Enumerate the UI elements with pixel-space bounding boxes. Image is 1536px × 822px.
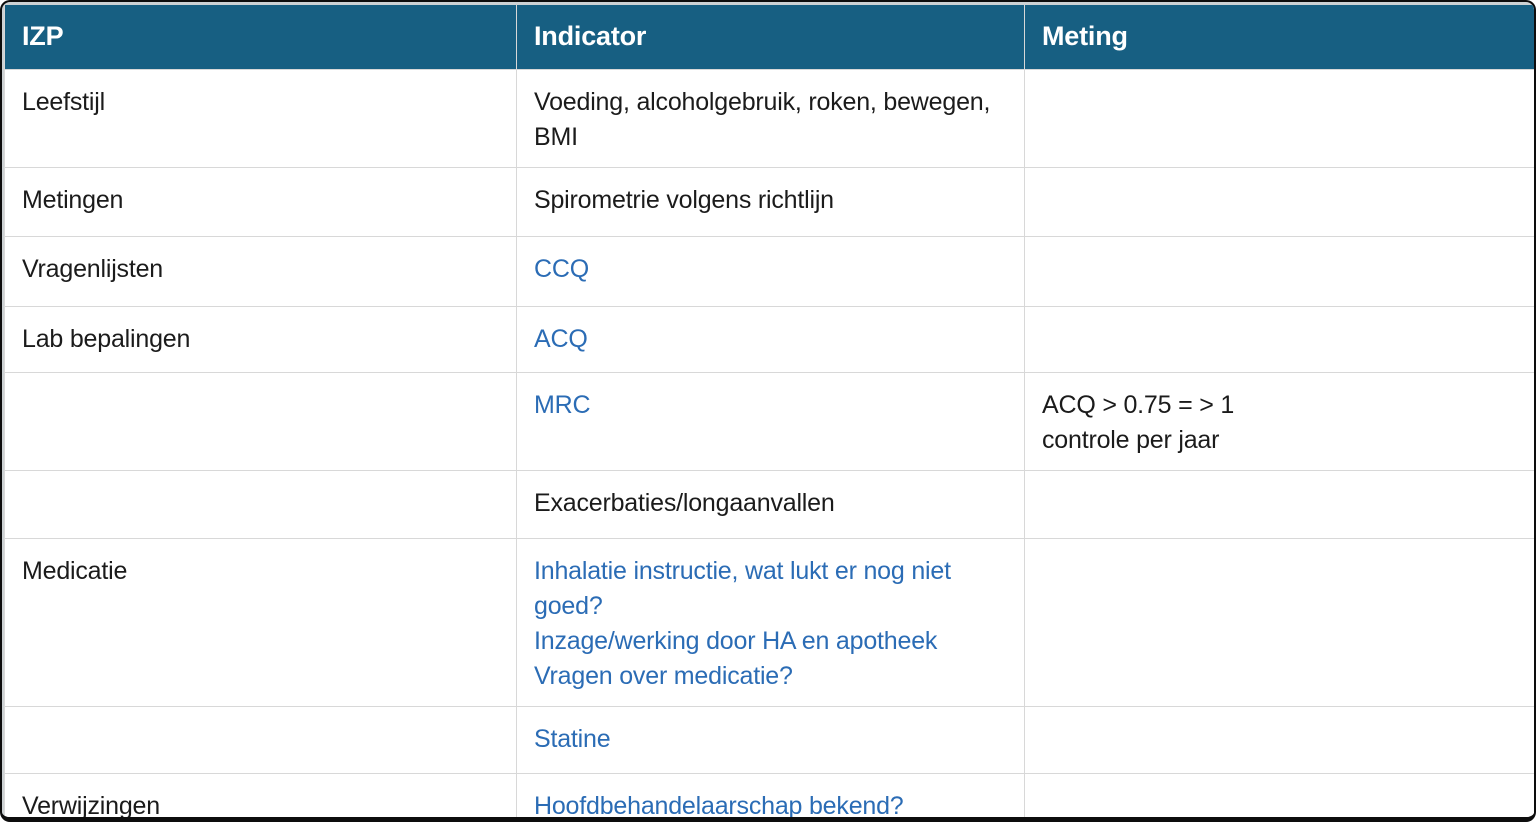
header-izp: IZP [4, 5, 517, 70]
table-row: Metingen Spirometrie volgens richtlijn [4, 166, 1534, 237]
indicator-text: Exacerbaties/longaanvallen [534, 488, 835, 517]
indicator-link[interactable]: CCQ [534, 254, 589, 283]
indicator-link[interactable]: Hoofdbehandelaarschap bekend? [534, 791, 904, 820]
indicator-cell: Exacerbaties/longaanvallen [516, 469, 1025, 539]
indicator-link[interactable]: Vragen over medicatie? [534, 661, 793, 690]
table-row: Statine [4, 705, 1534, 774]
indicator-cell: Spirometrie volgens richtlijn [516, 166, 1025, 237]
table-row: Leefstijl Voeding, alcoholgebruik, roken… [4, 68, 1534, 168]
indicator-cell: Inhalatie instructie, wat lukt er nog ni… [516, 537, 1025, 707]
izp-indicator-table: IZP Indicator Meting Leefstijl Voeding, … [4, 5, 1534, 820]
header-indicator: Indicator [516, 5, 1025, 70]
meting-cell [1024, 68, 1534, 168]
indicator-link[interactable]: MRC [534, 390, 591, 419]
table-row: Lab bepalingen ACQ [4, 305, 1534, 373]
table-header: IZP Indicator Meting [4, 5, 1534, 70]
indicator-link[interactable]: Inzage/werking door HA en apotheek [534, 626, 938, 655]
meting-text: ACQ > 0.75 = > 1 [1042, 390, 1235, 419]
izp-cell: Lab bepalingen [4, 305, 517, 373]
izp-cell: Verwijzingen [4, 772, 517, 817]
table-row: Verwijzingen Hoofdbehandelaarschap beken… [4, 772, 1534, 820]
table-row: Vragenlijsten CCQ [4, 235, 1534, 307]
indicator-text: Spirometrie volgens richtlijn [534, 185, 834, 214]
izp-cell [4, 705, 517, 774]
indicator-cell: CCQ [516, 235, 1025, 307]
meting-cell [1024, 469, 1534, 539]
table-row: Exacerbaties/longaanvallen [4, 469, 1534, 539]
meting-cell [1024, 235, 1534, 307]
indicator-cell: Voeding, alcoholgebruik, roken, bewegen,… [516, 68, 1025, 168]
table-row: MRC ACQ > 0.75 = > 1 controle per jaar [4, 371, 1534, 471]
meting-cell [1024, 537, 1534, 707]
izp-cell: Medicatie [4, 537, 517, 707]
izp-cell: Leefstijl [4, 68, 517, 168]
meting-cell [1024, 166, 1534, 237]
indicator-cell: Statine [516, 705, 1025, 774]
izp-cell: Metingen [4, 166, 517, 237]
header-meting: Meting [1024, 5, 1534, 70]
meting-cell [1024, 705, 1534, 774]
meting-cell [1024, 772, 1534, 817]
meting-cell: ACQ > 0.75 = > 1 controle per jaar [1024, 371, 1534, 471]
table-body: Leefstijl Voeding, alcoholgebruik, roken… [4, 68, 1534, 820]
indicator-cell: MRC [516, 371, 1025, 471]
indicator-link[interactable]: ACQ [534, 324, 588, 353]
indicator-text: Voeding, alcoholgebruik, roken, bewegen,… [534, 87, 991, 151]
indicator-link[interactable]: Inhalatie instructie, wat lukt er nog ni… [534, 556, 951, 620]
indicator-cell: ACQ [516, 305, 1025, 373]
indicator-cell: Hoofdbehandelaarschap bekend? [516, 772, 1025, 820]
table-row: Medicatie Inhalatie instructie, wat lukt… [4, 537, 1534, 707]
izp-cell [4, 371, 517, 471]
indicator-link[interactable]: Statine [534, 724, 611, 753]
meting-cell [1024, 305, 1534, 373]
header-row: IZP Indicator Meting [4, 5, 1534, 70]
izp-cell: Vragenlijsten [4, 235, 517, 307]
izp-cell [4, 469, 517, 539]
meting-text: controle per jaar [1042, 425, 1220, 454]
